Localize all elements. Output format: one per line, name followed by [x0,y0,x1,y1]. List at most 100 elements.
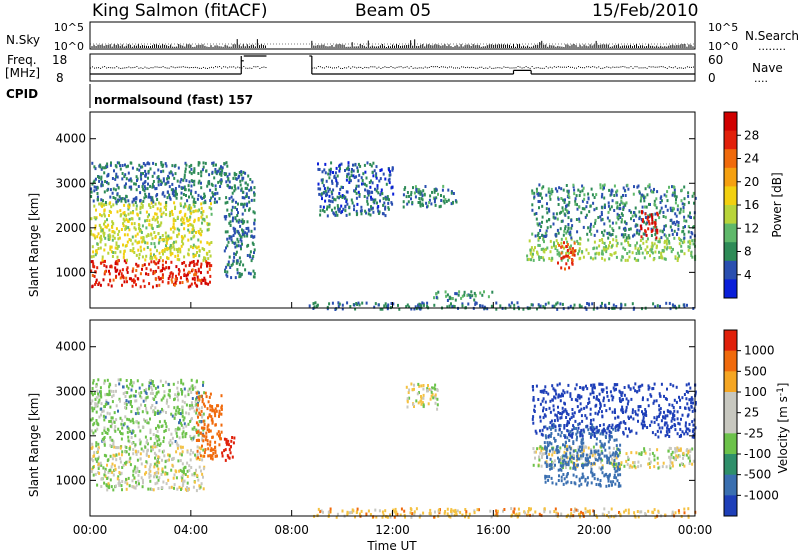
cpid-text: normalsound (fast) 157 [94,93,253,107]
range-cell [560,512,563,516]
range-cell [601,187,604,191]
range-cell [159,442,162,446]
nave-point [120,67,122,69]
range-cell [240,170,243,174]
range-cell [214,451,217,455]
range-cell [628,465,631,469]
range-cell [137,185,140,188]
range-cell [155,212,158,216]
range-cell [99,394,102,397]
nave-point [148,67,150,69]
range-cell [214,445,217,449]
range-cell [622,186,625,190]
range-cell [237,211,239,215]
range-cell [318,168,321,171]
range-cell [109,188,112,192]
range-cell [553,459,556,463]
range-cell [218,443,221,447]
nave-point [186,66,188,68]
range-cell [531,232,534,236]
range-cell [241,218,244,222]
range-cell [677,454,680,458]
range-cell [687,245,690,249]
range-cell [169,395,171,399]
range-cell [367,191,369,195]
range-cell [128,217,131,221]
range-cell [142,481,144,485]
range-cell [92,180,95,184]
range-cell [446,305,449,309]
range-cell [131,200,134,204]
range-cell [208,173,211,177]
range-cell [97,423,100,427]
range-cell [415,307,418,311]
range-cell [534,510,537,514]
range-cell [638,217,641,221]
range-cell [108,209,111,213]
range-cell [346,511,349,515]
range-cell [233,173,236,177]
range-cell [190,391,193,394]
range-cell [338,302,341,306]
nave-point [676,67,678,69]
range-cell [201,414,204,417]
nave-point [200,67,202,69]
range-cell [104,393,107,397]
range-cell [98,164,101,168]
range-cell [556,307,559,311]
range-cell [157,180,160,184]
nave-point [136,66,138,68]
range-cell [104,405,106,408]
range-cell [669,460,672,464]
nave-point [354,66,356,68]
range-cell [376,186,379,190]
range-cell [395,512,398,516]
range-cell [565,245,568,249]
range-cell [592,257,595,261]
nave-point [606,66,608,68]
range-cell [464,515,466,519]
range-cell [100,407,103,411]
range-cell [668,446,671,450]
range-cell [211,170,214,174]
range-cell [355,511,358,514]
range-cell [232,216,234,220]
range-cell [193,179,196,183]
range-cell [691,462,694,466]
range-cell [171,275,174,279]
range-cell [157,424,160,428]
range-cell [115,389,117,393]
range-cell [601,241,604,244]
range-cell [368,181,371,184]
range-cell [99,390,102,394]
range-cell [125,177,128,181]
range-cell [392,192,395,196]
range-cell [250,259,253,263]
range-cell [214,440,217,444]
nave-point [503,66,505,68]
range-cell [135,262,138,266]
range-cell [126,417,129,421]
nave-point [535,67,537,69]
range-cell [200,426,203,430]
range-cell [348,205,351,209]
range-cell [158,277,161,281]
nave-point [582,67,584,69]
range-cell [598,239,601,242]
nave-point [495,67,497,69]
range-cell [670,453,673,456]
range-cell [658,250,660,254]
range-cell [111,416,114,420]
range-cell [103,212,106,216]
range-cell [341,196,344,199]
range-cell [226,175,229,179]
range-cell [474,301,477,305]
range-cell [671,193,674,197]
range-cell [151,380,154,384]
range-cell [583,193,586,197]
range-cell [415,188,418,191]
range-cell [195,270,198,274]
range-cell [649,452,651,456]
range-cell [173,486,175,490]
range-cell [209,440,212,444]
